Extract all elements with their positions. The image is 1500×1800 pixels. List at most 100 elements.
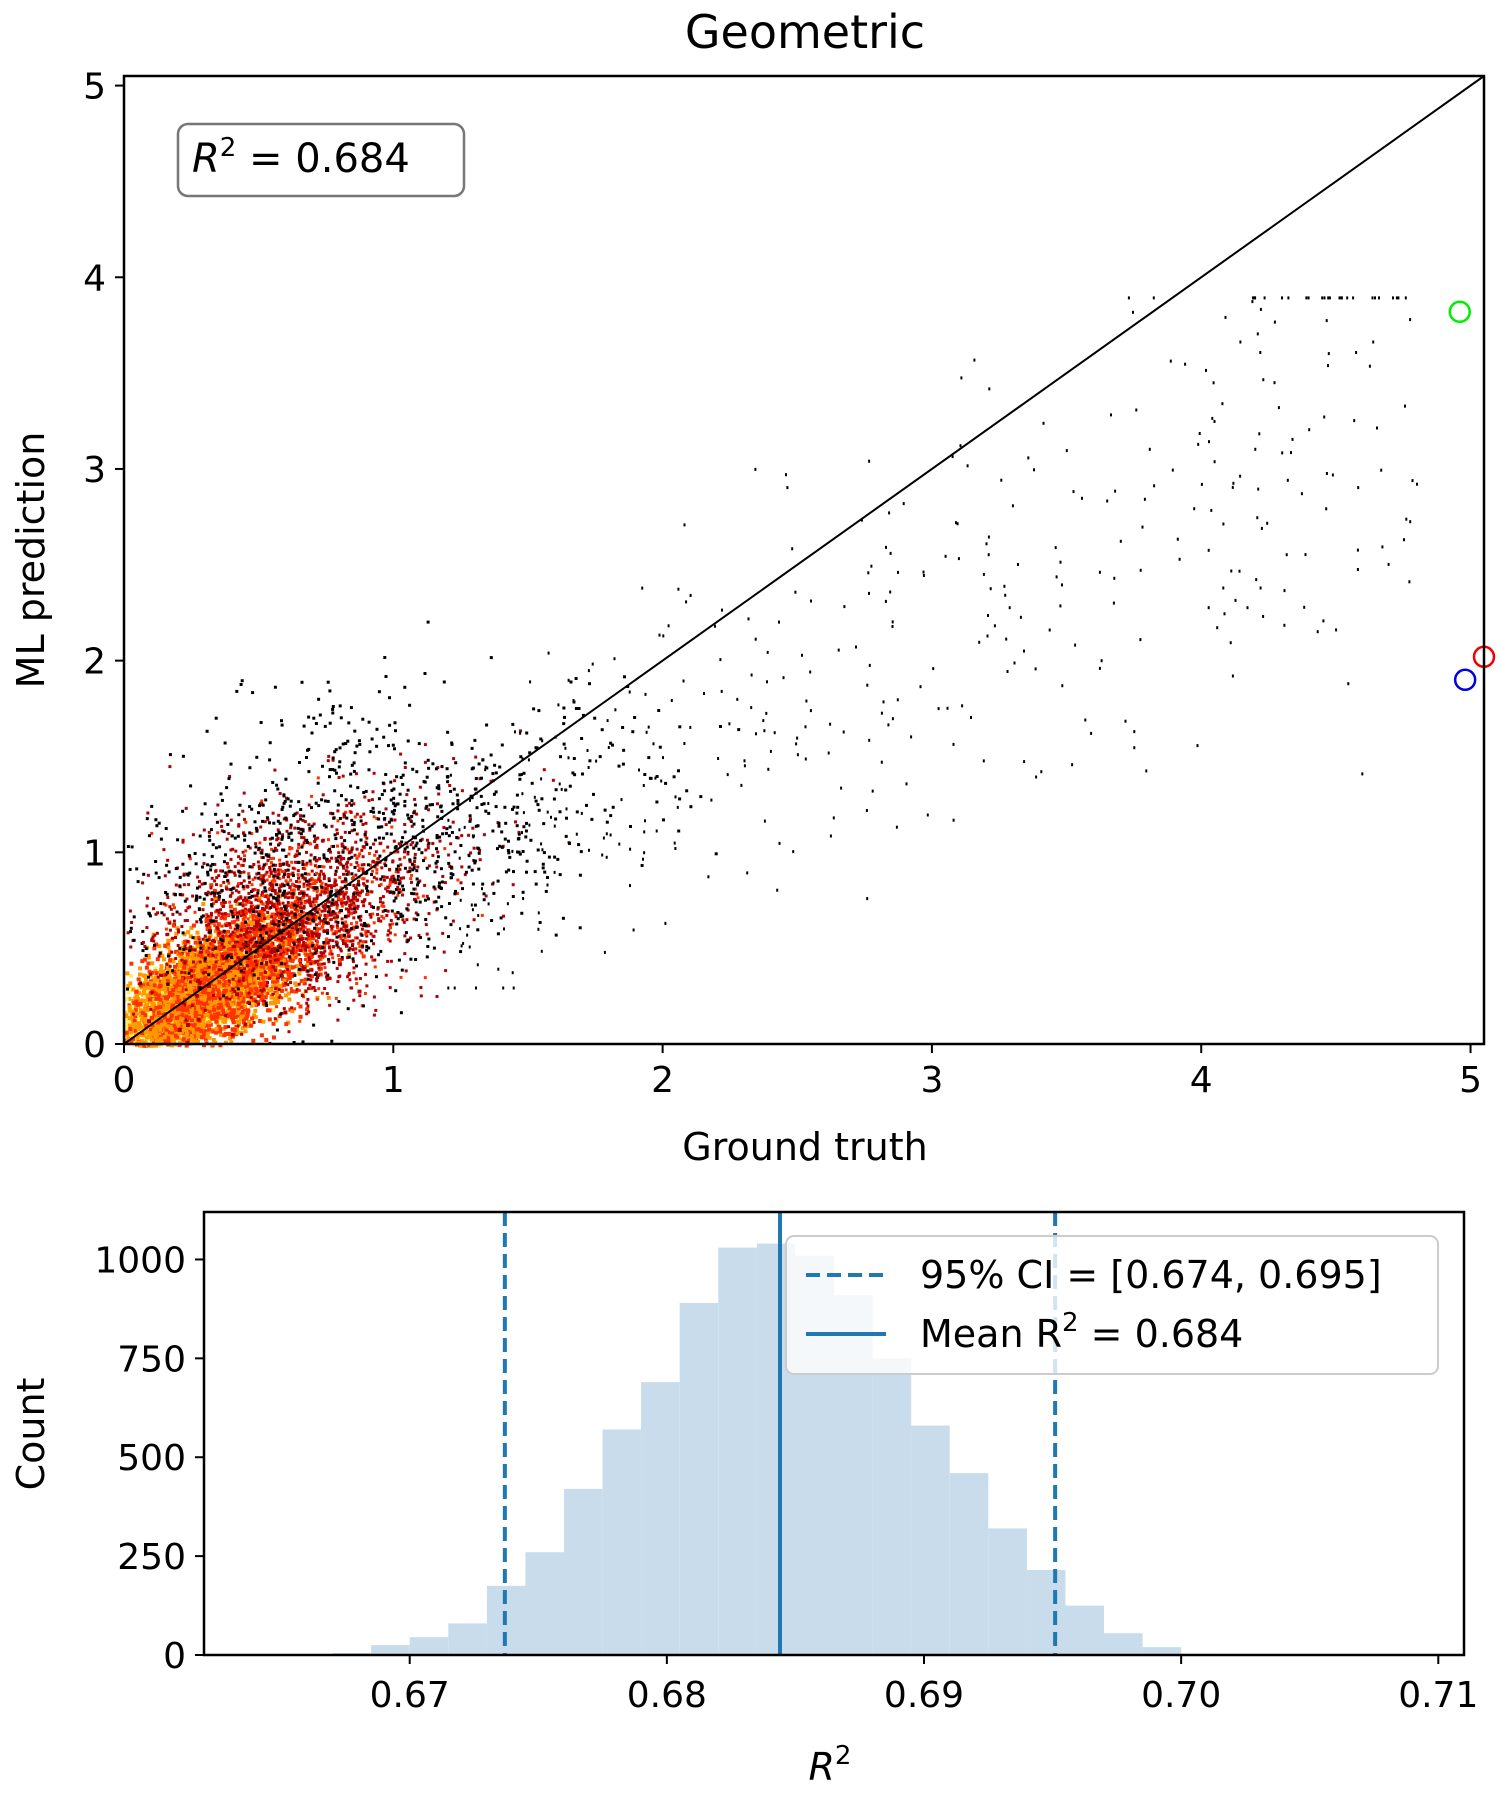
density-cell bbox=[184, 1035, 189, 1039]
density-cell bbox=[186, 973, 191, 978]
density-cell bbox=[222, 983, 226, 988]
density-cell bbox=[250, 973, 255, 978]
density-cell bbox=[203, 940, 208, 945]
density-cell bbox=[171, 1021, 176, 1025]
density-cell bbox=[193, 977, 198, 982]
density-cell bbox=[155, 1028, 160, 1033]
density-cell bbox=[236, 1006, 241, 1011]
density-cell bbox=[218, 1015, 223, 1020]
density-cell bbox=[216, 998, 221, 1002]
density-cell bbox=[196, 969, 201, 974]
density-cell bbox=[199, 989, 204, 994]
density-cell bbox=[236, 974, 241, 979]
density-cell bbox=[225, 1014, 230, 1019]
density-cell bbox=[201, 1009, 206, 1014]
density-cell bbox=[239, 1014, 244, 1019]
density-cell bbox=[230, 1002, 235, 1007]
density-cell bbox=[158, 1027, 163, 1032]
density-cell bbox=[235, 917, 240, 922]
density-cell bbox=[153, 986, 158, 991]
density-cell bbox=[135, 1017, 140, 1022]
density-cell bbox=[150, 1023, 155, 1028]
density-cell bbox=[167, 985, 172, 990]
density-cell bbox=[182, 979, 187, 984]
density-cell bbox=[149, 984, 154, 989]
density-cell bbox=[211, 1029, 216, 1034]
density-cell bbox=[245, 1014, 250, 1019]
density-cell bbox=[144, 1002, 149, 1007]
density-cell bbox=[161, 1022, 166, 1027]
density-cell bbox=[199, 976, 204, 980]
density-cell bbox=[240, 1026, 245, 1031]
density-cell bbox=[208, 973, 213, 978]
density-cell bbox=[235, 1010, 240, 1015]
density-cell bbox=[124, 1021, 129, 1026]
density-cell bbox=[242, 1004, 247, 1009]
density-cell bbox=[162, 957, 166, 962]
density-cell bbox=[128, 1039, 133, 1044]
density-cell bbox=[235, 1027, 239, 1031]
density-cell bbox=[205, 1017, 210, 1022]
density-cell bbox=[124, 1030, 129, 1035]
density-cell bbox=[206, 993, 211, 998]
density-cell bbox=[205, 1031, 210, 1036]
density-cell bbox=[135, 1035, 140, 1040]
density-cell bbox=[182, 953, 187, 958]
density-cell bbox=[215, 1015, 220, 1020]
density-cell bbox=[245, 997, 249, 1002]
density-cell bbox=[183, 939, 188, 944]
density-cell bbox=[125, 971, 130, 976]
density-cell bbox=[261, 1019, 266, 1024]
density-cell bbox=[239, 1004, 244, 1009]
density-cell bbox=[169, 1027, 174, 1032]
density-cell bbox=[223, 1040, 228, 1045]
density-cell bbox=[207, 1027, 212, 1032]
density-cell bbox=[193, 1013, 198, 1018]
density-cell bbox=[178, 960, 182, 965]
density-cell bbox=[189, 1009, 194, 1013]
density-cell bbox=[234, 958, 239, 963]
density-cell bbox=[154, 1005, 159, 1010]
density-cell bbox=[192, 1023, 197, 1028]
density-cell bbox=[129, 961, 134, 966]
density-cell bbox=[133, 995, 138, 1000]
density-cell bbox=[217, 1019, 222, 1024]
density-cell bbox=[168, 1034, 173, 1039]
density-cell bbox=[149, 1037, 154, 1042]
density-cell bbox=[213, 1012, 218, 1017]
density-cell bbox=[128, 1008, 133, 1013]
density-cell bbox=[214, 1029, 219, 1034]
density-cell bbox=[126, 984, 131, 988]
density-cell bbox=[157, 1015, 162, 1020]
density-cell bbox=[174, 1000, 179, 1004]
density-cell bbox=[253, 983, 258, 988]
density-cell bbox=[273, 1001, 278, 1006]
density-cell bbox=[208, 1022, 213, 1027]
density-cell bbox=[211, 995, 215, 1000]
density-cell bbox=[187, 985, 192, 989]
density-cell bbox=[263, 995, 268, 1000]
density-cell bbox=[245, 1011, 250, 1016]
density-cell bbox=[128, 981, 133, 986]
density-cell bbox=[211, 945, 216, 949]
density-cell bbox=[144, 965, 149, 970]
density-cell bbox=[150, 961, 155, 966]
density-cell bbox=[153, 966, 158, 971]
density-cell bbox=[142, 995, 147, 1000]
density-cell bbox=[207, 1020, 212, 1025]
density-cell bbox=[184, 976, 189, 981]
density-cell bbox=[203, 1036, 208, 1041]
density-cell bbox=[127, 1016, 132, 1021]
density-cell bbox=[156, 989, 161, 994]
density-cell bbox=[152, 1029, 156, 1034]
density-cell bbox=[175, 1020, 180, 1025]
density-cell bbox=[262, 966, 267, 971]
density-cell bbox=[173, 964, 177, 969]
density-cell bbox=[211, 959, 216, 964]
density-cell bbox=[230, 994, 235, 999]
density-cell bbox=[196, 999, 201, 1004]
density-cell bbox=[186, 998, 191, 1003]
density-cell bbox=[223, 986, 228, 991]
density-cell bbox=[144, 976, 148, 981]
density-cell bbox=[163, 943, 168, 948]
